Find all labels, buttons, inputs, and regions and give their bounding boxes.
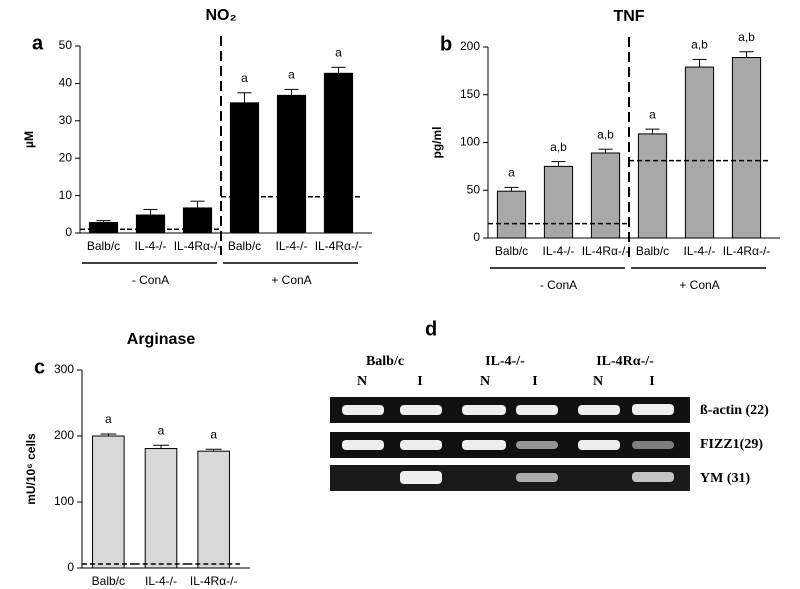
x-tick-label: IL-4-/- bbox=[275, 239, 307, 253]
x-tick-label: IL-4Rα-/- bbox=[174, 239, 222, 253]
chart-title: NO₂ bbox=[205, 7, 236, 24]
y-tick-label: 150 bbox=[460, 87, 480, 101]
lane-label: N bbox=[593, 374, 603, 389]
bar bbox=[197, 450, 230, 569]
panel-letter: a bbox=[32, 32, 44, 54]
gel-row-label: YM (31) bbox=[700, 471, 750, 486]
group-label: - ConA bbox=[132, 273, 169, 287]
value-label: a,b bbox=[550, 140, 567, 154]
lane-label: N bbox=[357, 374, 367, 389]
x-tick-label: Balb/c bbox=[87, 239, 120, 253]
x-tick-label: IL-4Rα-/- bbox=[582, 244, 630, 258]
y-tick-label: 100 bbox=[54, 494, 74, 508]
group-label: + ConA bbox=[679, 278, 719, 292]
x-tick-label: IL-4-/- bbox=[134, 239, 166, 253]
bar bbox=[135, 214, 166, 234]
x-tick-label: Balb/c bbox=[228, 239, 261, 253]
y-axis-label: µM bbox=[22, 131, 36, 148]
x-tick-label: Balb/c bbox=[636, 244, 669, 258]
gel-group: IL-4-/- bbox=[485, 354, 525, 369]
x-tick-label: IL-4-/- bbox=[683, 244, 715, 258]
y-axis-label: pg/ml bbox=[430, 127, 444, 159]
panel-letter: c bbox=[34, 356, 45, 378]
gel-group: Balb/c bbox=[366, 354, 404, 369]
bar bbox=[637, 133, 668, 239]
gel-row-label: ß-actin (22) bbox=[700, 403, 769, 418]
y-tick-label: 0 bbox=[65, 225, 72, 239]
value-label: a,b bbox=[597, 127, 614, 141]
y-tick-label: 0 bbox=[473, 230, 480, 244]
lane-label: I bbox=[417, 374, 422, 389]
value-label: a,b bbox=[691, 38, 708, 52]
y-tick-label: 40 bbox=[59, 76, 73, 90]
lane-label: I bbox=[649, 374, 654, 389]
y-tick-label: 300 bbox=[54, 362, 74, 376]
y-tick-label: 200 bbox=[460, 39, 480, 53]
value-label: a bbox=[241, 71, 248, 85]
x-tick-label: IL-4Rα-/- bbox=[190, 574, 238, 588]
bar bbox=[276, 94, 307, 234]
x-tick-label: IL-4-/- bbox=[145, 574, 177, 588]
bar bbox=[88, 222, 119, 234]
x-tick-label: IL-4-/- bbox=[542, 244, 574, 258]
x-tick-label: IL-4Rα-/- bbox=[315, 239, 363, 253]
panel-letter: b bbox=[440, 33, 452, 55]
y-tick-label: 200 bbox=[54, 428, 74, 442]
y-tick-label: 30 bbox=[59, 113, 73, 127]
y-tick-label: 10 bbox=[59, 188, 73, 202]
bar bbox=[323, 72, 354, 234]
y-tick-label: 100 bbox=[460, 135, 480, 149]
value-label: a bbox=[649, 107, 656, 121]
y-tick-label: 20 bbox=[59, 150, 73, 164]
bar bbox=[144, 448, 178, 569]
bar bbox=[92, 435, 125, 569]
bar bbox=[496, 190, 527, 239]
gel-image bbox=[330, 397, 690, 491]
value-label: a bbox=[288, 68, 295, 82]
value-label: a bbox=[158, 423, 165, 437]
bar bbox=[590, 152, 621, 239]
value-label: a,b bbox=[738, 30, 755, 44]
chart-title: TNF bbox=[613, 8, 644, 25]
value-label: a bbox=[335, 45, 342, 59]
y-tick-label: 50 bbox=[467, 182, 481, 196]
bar bbox=[229, 102, 260, 234]
gel-row-label: FIZZ1(29) bbox=[700, 437, 763, 452]
y-tick-label: 50 bbox=[59, 38, 73, 52]
bar bbox=[731, 57, 762, 239]
x-tick-label: IL-4Rα-/- bbox=[723, 244, 771, 258]
chart-title: Arginase bbox=[127, 331, 196, 348]
x-tick-label: Balb/c bbox=[495, 244, 528, 258]
value-label: a bbox=[105, 412, 112, 426]
gel-group: IL-4Rα-/- bbox=[596, 354, 654, 369]
group-label: - ConA bbox=[540, 278, 577, 292]
x-tick-label: Balb/c bbox=[92, 574, 125, 588]
bar bbox=[543, 165, 574, 239]
y-axis-label: mU/10⁶ cells bbox=[24, 433, 38, 505]
value-label: a bbox=[210, 427, 217, 441]
group-label: + ConA bbox=[271, 273, 311, 287]
lane-label: N bbox=[480, 374, 490, 389]
panel-letter: d bbox=[425, 318, 437, 340]
lane-label: I bbox=[532, 374, 537, 389]
bar bbox=[684, 66, 715, 239]
y-tick-label: 0 bbox=[67, 560, 74, 574]
value-label: a bbox=[508, 166, 515, 180]
